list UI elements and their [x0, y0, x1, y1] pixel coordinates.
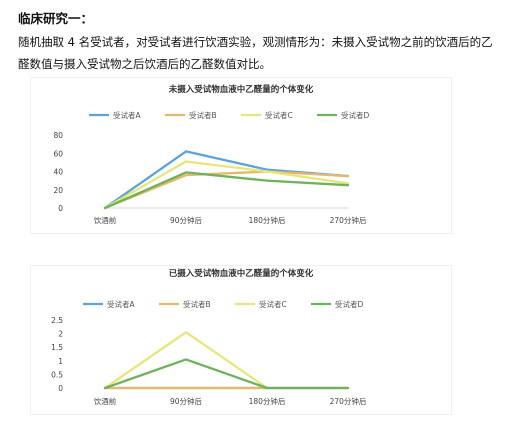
x-tick-label: 90分钟后: [170, 396, 203, 406]
data-point-s4-3: [266, 179, 268, 182]
y-tick-label: 40: [53, 168, 63, 177]
study-description: 随机抽取 4 名受试者，对受试者进行饮酒实验，观测情形为：未摄入受试物之前的饮酒…: [18, 35, 493, 71]
data-point-s3-2: [185, 331, 187, 334]
chart-title: 已摄入受试物血液中乙醛量的个体变化: [169, 268, 314, 279]
data-point-s4-1: [104, 387, 106, 389]
data-point-s4-4: [347, 387, 349, 389]
chart-before: 未摄入受试物血液中乙醛量的个体变化受试者A 受试者B 受试者C 受试者D 80 60 40 2…: [30, 77, 452, 234]
legend-label-4: 受试者D: [335, 299, 363, 309]
data-point-s1-2: [185, 150, 187, 153]
chart-title: 未摄入受试物血液中乙醛量的个体变化: [168, 84, 314, 95]
data-point-s4-3: [266, 387, 268, 389]
series-line-2: [103, 170, 350, 210]
data-point-s3-3: [266, 170, 268, 173]
y-tick-label: 1.5: [51, 343, 63, 352]
chart-after: 已摄入受试物血液中乙醛量的个体变化受试者A 受试者B 受试者C 受试者D 2.5 2 1.5…: [30, 265, 452, 415]
data-point-s4-2: [185, 358, 187, 361]
data-point-s3-2: [185, 160, 187, 163]
series-line-3: [103, 331, 350, 390]
legend-label-3: 受试者C: [265, 110, 293, 120]
series-line-4: [103, 358, 350, 390]
data-point-s4-4: [347, 184, 349, 187]
data-point-s3-4: [347, 182, 349, 185]
x-tick-label: 饮酒前: [94, 396, 117, 406]
y-tick-label: 0: [58, 204, 63, 213]
x-tick-label: 180分钟后: [249, 215, 286, 225]
x-tick-label: 饮酒前: [94, 215, 117, 225]
legend-label-3: 受试者C: [259, 299, 287, 309]
data-point-s1-3: [266, 168, 268, 171]
y-tick-label: 0: [58, 384, 63, 393]
data-point-s4-1: [104, 207, 106, 209]
y-tick-label: 60: [53, 149, 63, 158]
legend-label-1: 受试者A: [107, 299, 135, 309]
y-tick-label: 20: [53, 186, 63, 195]
legend-label-4: 受试者D: [341, 110, 369, 120]
y-tick-label: 80: [53, 131, 63, 140]
y-tick-label: 2.5: [51, 316, 63, 325]
data-point-s4-2: [185, 171, 187, 174]
series-line-1: [103, 150, 350, 210]
x-tick-label: 90分钟后: [170, 215, 203, 225]
y-tick-label: 1: [58, 357, 63, 366]
y-tick-label: 0.5: [51, 370, 63, 379]
y-tick-label: 2: [58, 330, 63, 339]
data-point-s2-2: [185, 387, 187, 389]
section-heading: 临床研究一：: [18, 11, 94, 26]
legend-label-2: 受试者B: [183, 299, 211, 309]
series-line-3: [103, 160, 350, 210]
legend-label-2: 受试者B: [189, 110, 217, 120]
x-tick-label: 270分钟后: [330, 396, 367, 406]
data-point-s2-4: [347, 175, 349, 177]
legend-label-1: 受试者A: [113, 110, 141, 120]
x-tick-label: 180分钟后: [249, 396, 286, 406]
data-point-s2-2: [185, 174, 187, 177]
series-line-4: [103, 171, 350, 210]
x-tick-label: 270分钟后: [330, 215, 367, 225]
